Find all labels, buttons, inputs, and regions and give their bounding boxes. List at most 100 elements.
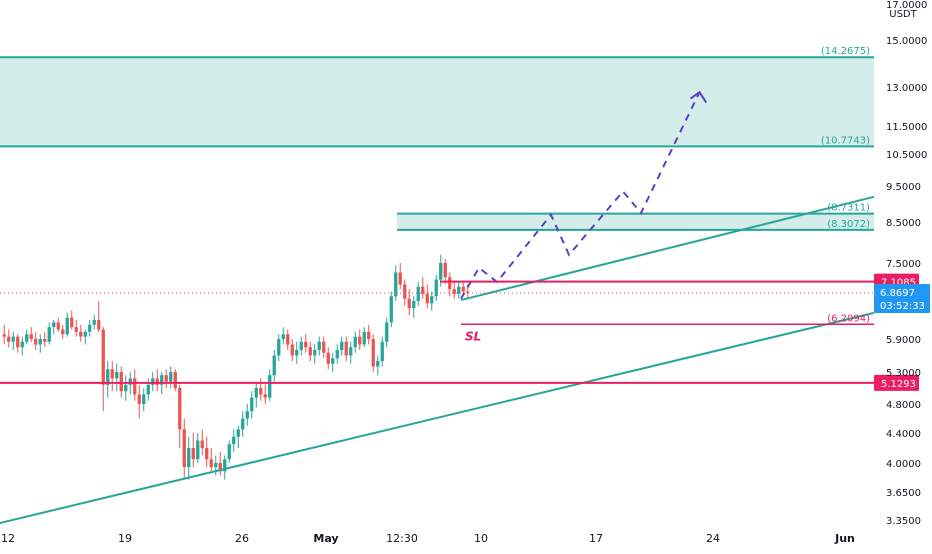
candle-body [241,418,245,430]
supply-zone-2 [397,213,874,230]
candle-body [353,336,357,348]
candle-body [214,463,218,468]
level-label-3: (6.2094) [827,313,870,324]
y-tick-label: 15.0000 [886,36,927,47]
candle-body [263,394,267,398]
candle-body [20,341,24,348]
candle-body [65,317,69,335]
projection-path [460,91,701,300]
zone-bottom-label-1: (10.7743) [821,135,870,146]
candle-body [83,331,87,337]
current-price-badge [874,283,930,313]
candle-body [295,350,299,356]
candle-body [358,336,362,345]
candle-body [281,334,285,339]
candle-body [97,320,101,330]
candle-body [421,286,425,294]
candle-body [223,459,227,472]
y-tick-label: 4.4000 [886,429,921,440]
x-tick-label: May [313,532,338,545]
y-tick-label: 3.3500 [886,516,921,527]
candle-body [227,444,231,460]
candle-body [79,331,83,337]
candle-body [110,369,114,379]
candle-body [272,355,276,376]
candle-body [101,329,105,385]
candle-body [362,331,366,345]
candle-body [457,286,461,294]
y-tick-label: 4.8000 [886,400,921,411]
candle-body [448,277,452,290]
candle-body [52,322,56,328]
candle-body [443,263,447,278]
candle-body [335,350,339,359]
y-tick-label: 5.3000 [886,368,921,379]
candle-body [169,372,173,382]
candle-body [236,429,240,437]
candle-body [209,459,213,468]
y-tick-label: 13.0000 [886,83,927,94]
level-badge-label-1: 7.1085 [881,278,916,289]
candle-body [47,327,51,342]
candle-body [385,322,389,342]
candle-body [106,369,110,385]
candle-body [16,336,20,348]
candle-body [250,397,254,412]
candle-body [259,388,263,395]
candle-body [430,296,434,304]
candle-body [88,324,92,332]
candle-body [7,336,11,342]
level-badge-label-2: 5.1293 [881,379,916,390]
candle-body [340,341,344,350]
candle-body [425,293,429,304]
candle-body [128,378,132,385]
sl-annotation: SL [465,329,481,343]
zone-bottom-label-2: (8.3072) [827,219,870,230]
candle-body [43,339,47,342]
zone-top-label-1: (14.2675) [821,46,870,57]
candle-body [304,341,308,348]
x-tick-label: 17 [589,532,603,545]
currency-label: USDT [889,9,917,20]
candle-body [218,463,222,472]
uptrend-line-2 [460,195,875,302]
candle-body [205,448,209,460]
candle-body [380,341,384,361]
bar-countdown-label: 03:52:33 [880,301,925,312]
candle-body [299,341,303,350]
candle-body [182,429,186,468]
candle-body [371,339,375,367]
y-tick-label: 9.5000 [886,182,921,193]
candle-body [245,411,249,419]
y-tick-label: 10.5000 [886,150,927,161]
candle-body [196,440,200,460]
y-tick-label: 8.5000 [886,218,921,229]
candle-body [389,296,393,323]
candle-body [133,378,137,395]
candle-body [29,334,33,339]
candle-body [142,394,146,404]
uptrend-line-1 [0,311,875,525]
candle-body [452,289,456,294]
candle-body [56,322,60,330]
candle-body [277,339,281,356]
candle-body [308,347,312,356]
candle-body [74,327,78,332]
candle-body [191,448,195,460]
candle-body [268,375,272,398]
supply-zone-1 [0,57,874,147]
candle-body [200,440,204,448]
candle-body [376,361,380,367]
candle-body [25,334,29,342]
candle-body [367,331,371,339]
x-tick-label: 12 [1,532,15,545]
y-tick-label: 7.5000 [886,259,921,270]
candle-body [322,341,326,353]
y-tick-label: 4.0000 [886,459,921,470]
candle-body [416,286,420,301]
candle-body [398,272,402,285]
candle-body [407,298,411,309]
candle-body [439,263,443,280]
x-tick-label: 26 [235,532,249,545]
